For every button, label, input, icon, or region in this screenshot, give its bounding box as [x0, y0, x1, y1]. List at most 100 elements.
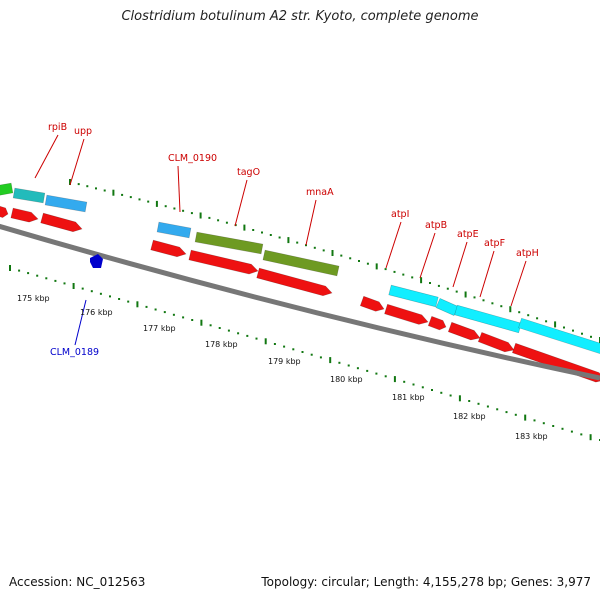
scale-major-tick	[243, 224, 246, 231]
scale-major-tick	[72, 283, 75, 289]
scale-minor-tick	[261, 231, 263, 234]
upp-gene	[44, 194, 88, 213]
scale-minor-tick	[190, 212, 193, 215]
scale-minor-tick	[429, 282, 431, 284]
scale-major-tick	[331, 250, 334, 256]
leader-line	[510, 260, 527, 307]
scale-minor-tick	[366, 369, 369, 372]
scale-major-tick	[509, 306, 512, 313]
scale-major-tick	[464, 291, 467, 298]
scale-minor-tick	[468, 400, 471, 402]
leader-line	[479, 250, 495, 298]
tago-gene	[194, 231, 264, 255]
scale-minor-tick	[542, 422, 545, 425]
leader-line	[34, 134, 59, 179]
cds-arrow	[427, 315, 447, 331]
atpb-gene	[435, 298, 459, 316]
scale-minor-tick	[505, 411, 508, 414]
scale-minor-tick	[138, 198, 141, 201]
cds-arrow	[10, 207, 39, 223]
scale-minor-tick	[431, 389, 433, 391]
scale-minor-tick	[536, 317, 539, 320]
cds-arrow	[150, 239, 187, 258]
leader-line	[419, 232, 436, 279]
scale-minor-tick	[384, 268, 387, 271]
scale-major-tick	[264, 338, 267, 345]
scale-minor-tick	[99, 292, 102, 295]
scale-minor-tick	[473, 296, 476, 299]
scale-minor-tick	[218, 327, 221, 329]
scale-major-tick	[136, 301, 139, 308]
scale-minor-tick	[356, 367, 359, 370]
scale-tick-label: 182 kbp	[453, 412, 486, 421]
scale-minor-tick	[411, 276, 414, 279]
scale-minor-tick	[552, 425, 555, 427]
scale-minor-tick	[570, 430, 573, 433]
scale-minor-tick	[561, 427, 564, 430]
scale-minor-tick	[449, 394, 452, 397]
gene-label-clm-0190: CLM_0190	[168, 153, 217, 164]
scale-minor-tick	[412, 383, 415, 386]
scale-minor-tick	[322, 249, 325, 252]
scale-minor-tick	[283, 345, 286, 348]
cds-arrow	[359, 295, 385, 312]
scale-minor-tick	[319, 356, 322, 359]
scale-minor-tick	[455, 290, 458, 293]
gene-label-mnaa: mnaA	[306, 187, 334, 198]
scale-minor-tick	[81, 287, 84, 290]
leader-line	[305, 199, 317, 246]
map-title: Clostridium botulinum A2 str. Kyoto, com…	[121, 9, 479, 24]
genome-backbone	[0, 223, 600, 381]
scale-minor-tick	[518, 311, 521, 314]
scale-major-tick	[155, 200, 158, 207]
gene-label-atph: atpH	[516, 248, 539, 259]
scale-minor-tick	[191, 319, 194, 321]
scale-minor-tick	[482, 299, 485, 302]
scale-minor-tick	[36, 274, 39, 277]
scale-major-tick	[9, 265, 11, 271]
scale-minor-tick	[182, 209, 185, 212]
scale-minor-tick	[527, 314, 530, 317]
scale-minor-tick	[393, 270, 396, 273]
scale-minor-tick	[95, 187, 97, 190]
scale-minor-tick	[103, 189, 106, 192]
scale-minor-tick	[347, 364, 350, 367]
scale-major-tick	[199, 212, 202, 219]
scale-minor-tick	[446, 287, 449, 290]
cds-arrow	[447, 321, 481, 341]
scale-minor-tick	[154, 308, 157, 311]
scale-minor-tick	[129, 196, 132, 199]
scale-minor-tick	[486, 405, 489, 408]
label-leaders: rpiB upp CLM_0190 tagO mnaA atpI atpB atpE atpF a…	[34, 122, 539, 358]
scale-minor-tick	[227, 329, 230, 332]
scale-minor-tick	[173, 207, 176, 210]
leader-line	[177, 165, 181, 213]
scale-dots	[9, 179, 600, 441]
scale-minor-tick	[209, 324, 212, 327]
scale-minor-tick	[590, 335, 592, 338]
green-gene	[0, 182, 14, 196]
rpib-gene	[12, 187, 46, 204]
scale-minor-tick	[338, 361, 341, 364]
cds-arrow	[384, 303, 429, 325]
scale-tick-label: 178 kbp	[205, 340, 238, 349]
scale-minor-tick	[18, 269, 21, 272]
leader-line	[74, 299, 87, 346]
scale-tick-label: 176 kbp	[80, 308, 113, 317]
scale-minor-tick	[375, 372, 378, 375]
gene-label-atpb: atpB	[425, 220, 447, 231]
scale-tick-label: 177 kbp	[143, 324, 176, 333]
mnaa-gene	[262, 249, 340, 277]
scale-major-tick	[375, 263, 378, 270]
scale-major-tick	[69, 179, 71, 185]
scale-tick-labels: 175 kbp 176 kbp 177 kbp 178 kbp 179 kbp 180 k…	[17, 294, 548, 441]
scale-minor-tick	[252, 229, 255, 231]
scale-minor-tick	[572, 329, 574, 332]
scale-tick-label: 183 kbp	[515, 432, 548, 441]
cds-arrow	[256, 267, 333, 297]
scale-major-tick	[112, 189, 115, 196]
scale-major-tick	[200, 319, 203, 326]
scale-minor-tick	[500, 305, 503, 308]
scale-minor-tick	[163, 311, 166, 314]
